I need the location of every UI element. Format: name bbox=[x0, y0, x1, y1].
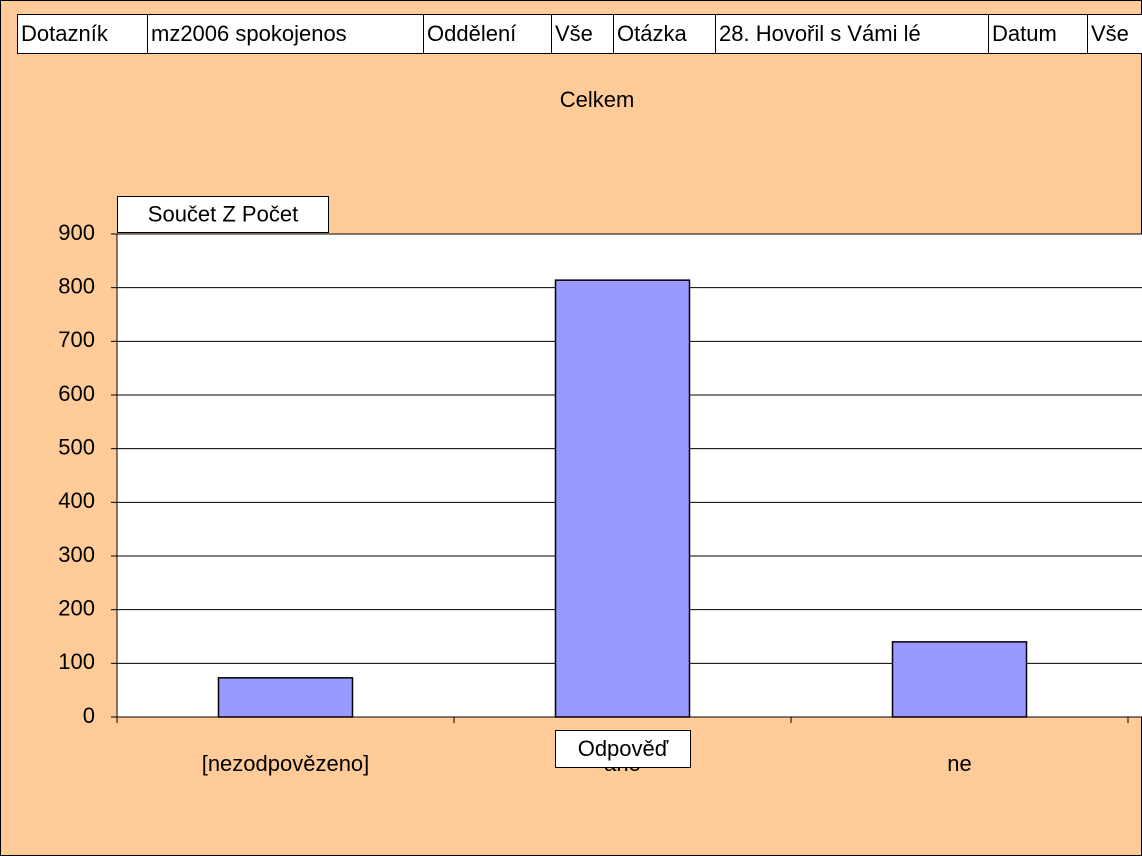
data-field-text: Součet Z Počet bbox=[148, 201, 298, 226]
y-tick-label: 700 bbox=[58, 327, 95, 352]
page-field-name-box bbox=[613, 14, 716, 54]
axis-field[interactable]: Odpověď bbox=[555, 730, 691, 768]
page-field-value[interactable]: 28. Hovořil s Vámi lé bbox=[715, 14, 989, 54]
data-field[interactable]: Součet Z Počet bbox=[117, 196, 329, 233]
axis-field-box bbox=[555, 730, 691, 768]
page-field-value-box bbox=[551, 14, 614, 54]
page-field-value[interactable]: Vše bbox=[551, 14, 614, 54]
y-tick-label: 600 bbox=[58, 381, 95, 406]
page-field-name[interactable]: Oddělení bbox=[423, 14, 552, 54]
page-field-value-box bbox=[715, 14, 989, 54]
bar bbox=[217, 677, 354, 718]
axis-field-text: Odpověď bbox=[578, 736, 669, 761]
page-field-name[interactable]: Otázka bbox=[613, 14, 716, 54]
page-field-name-text: Datum bbox=[992, 21, 1057, 46]
bar bbox=[891, 641, 1028, 718]
page-field-name-text: Otázka bbox=[617, 21, 687, 46]
chart-title: Celkem bbox=[560, 87, 635, 112]
page-field-name-box bbox=[988, 14, 1088, 54]
y-tick-label: 0 bbox=[83, 703, 95, 728]
page-field-name-box bbox=[17, 14, 148, 54]
y-tick-label: 800 bbox=[58, 273, 95, 298]
page-field-value-box bbox=[1087, 14, 1142, 54]
y-tick-label: 100 bbox=[58, 649, 95, 674]
y-tick-label: 400 bbox=[58, 488, 95, 513]
page-field-name[interactable]: Dotazník bbox=[17, 14, 148, 54]
y-tick-label: 500 bbox=[58, 434, 95, 459]
page-field-value[interactable]: Vše bbox=[1087, 14, 1142, 54]
x-tick-label: [nezodpovězeno] bbox=[202, 751, 370, 776]
page-field-name[interactable]: Datum bbox=[988, 14, 1088, 54]
page-field-value-text: 28. Hovořil s Vámi lé bbox=[719, 21, 921, 46]
data-field-box bbox=[117, 196, 329, 233]
y-tick-label: 300 bbox=[58, 542, 95, 567]
page-field-value-text: mz2006 spokojenos bbox=[151, 21, 347, 46]
page-field-name-text: Oddělení bbox=[427, 21, 516, 46]
page-field-value-text: Vše bbox=[1091, 21, 1129, 46]
page-field-value-box bbox=[147, 14, 424, 54]
page-field-value-text: Vše bbox=[555, 21, 593, 46]
page-field-name-text: Dotazník bbox=[21, 21, 109, 46]
y-tick-label: 200 bbox=[58, 595, 95, 620]
bar bbox=[554, 279, 691, 718]
y-tick-label: 900 bbox=[58, 220, 95, 245]
x-tick-label: ne bbox=[947, 751, 971, 776]
page-field-value[interactable]: mz2006 spokojenos bbox=[147, 14, 424, 54]
